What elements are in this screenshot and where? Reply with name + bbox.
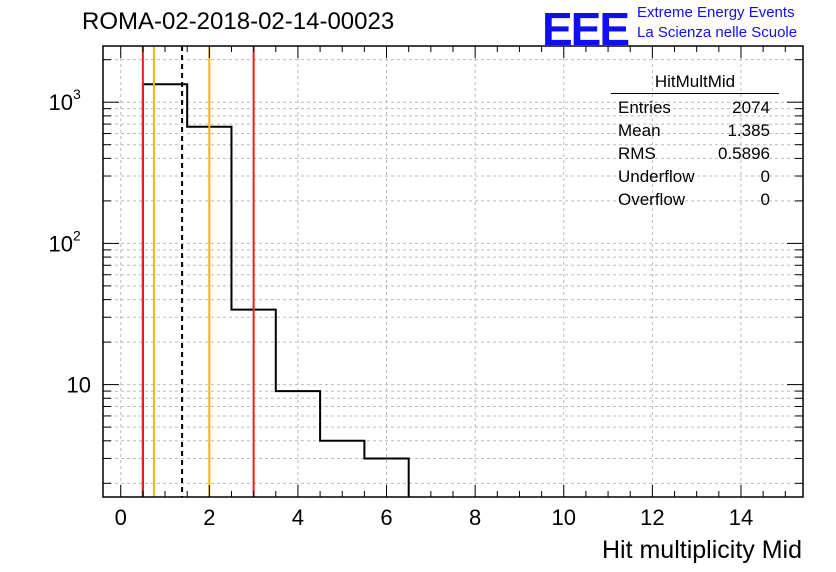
stats-row-rms: RMS 0.5896	[611, 142, 779, 165]
histogram-bin	[320, 441, 364, 497]
y-tick-label: 10	[67, 373, 91, 398]
stats-label: Mean	[618, 121, 661, 140]
stats-title: HitMultMid	[611, 72, 779, 94]
histogram-bins	[141, 83, 410, 497]
stats-value: 1.385	[727, 121, 770, 140]
x-tick-label: 8	[469, 505, 481, 530]
stats-label: Underflow	[618, 167, 695, 186]
x-tick-label: 6	[380, 505, 392, 530]
stats-label: Entries	[618, 98, 671, 117]
stats-value: 0.5896	[718, 144, 770, 163]
marker-lines	[141, 46, 255, 497]
x-tick-label: 0	[115, 505, 127, 530]
stats-row-underflow: Underflow 0	[611, 165, 779, 188]
stats-value: 0	[760, 167, 770, 186]
stats-value: 2074	[732, 98, 770, 117]
y-tick-label: 10	[49, 231, 73, 256]
logo-text-line1: Extreme Energy Events	[637, 4, 795, 21]
y-tick-exponent: 3	[73, 86, 81, 102]
x-axis-label: Hit multiplicity Mid	[601, 536, 802, 564]
x-tick-label: 4	[292, 505, 304, 530]
stats-row-mean: Mean 1.385	[611, 119, 779, 142]
y-tick-exponent: 2	[73, 227, 81, 243]
stats-label: Overflow	[618, 190, 686, 209]
x-tick-label: 12	[640, 505, 664, 530]
stats-value: 0	[760, 190, 770, 209]
stats-label: RMS	[618, 144, 656, 163]
y-tick-label: 10	[49, 90, 73, 115]
histogram-bin	[143, 84, 187, 497]
stats-box: HitMultMid Entries 2074 Mean 1.385 RMS 0…	[611, 72, 779, 211]
run-title: ROMA-02-2018-02-14-00023	[82, 8, 395, 35]
plot-grid	[103, 46, 803, 497]
stats-row-overflow: Overflow 0	[611, 188, 779, 211]
logo-text-line2: La Scienza nelle Scuole	[637, 24, 798, 41]
histogram-bin	[276, 391, 320, 497]
histogram-outline	[141, 83, 410, 497]
x-tick-label: 14	[729, 505, 753, 530]
eee-logo: EEE	[542, 3, 630, 55]
x-tick-label: 2	[203, 505, 215, 530]
x-tick-label: 10	[552, 505, 576, 530]
stats-row-entries: Entries 2074	[611, 96, 779, 119]
